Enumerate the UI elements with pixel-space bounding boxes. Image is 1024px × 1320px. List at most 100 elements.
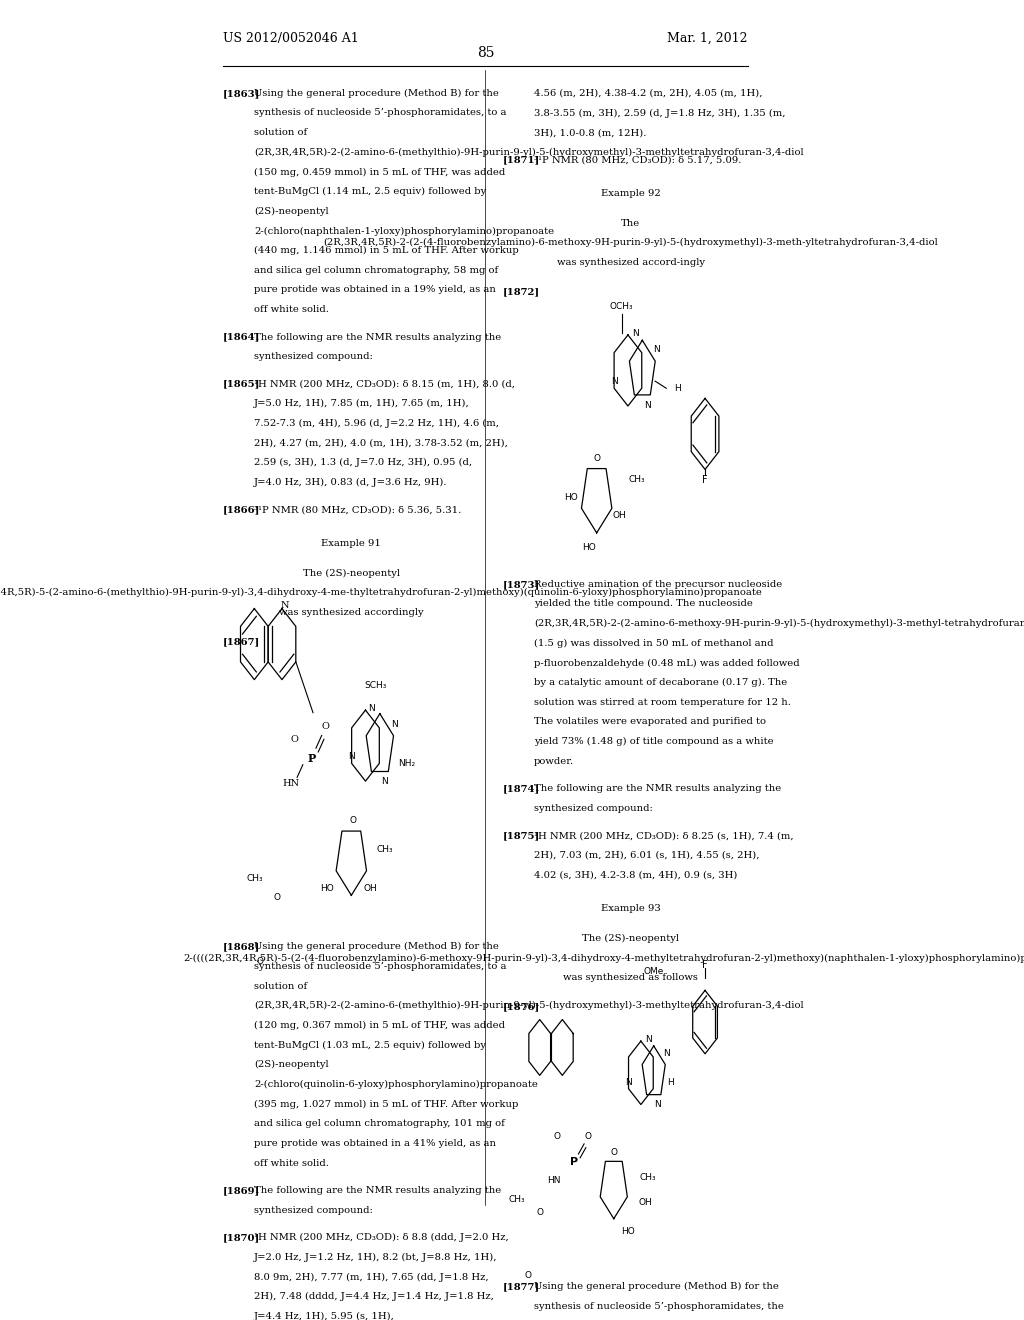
Text: O: O	[257, 957, 263, 966]
Text: [1868]: [1868]	[223, 942, 260, 952]
Text: 2H), 4.27 (m, 2H), 4.0 (m, 1H), 3.78-3.52 (m, 2H),: 2H), 4.27 (m, 2H), 4.0 (m, 1H), 3.78-3.5…	[254, 438, 508, 447]
Text: synthesized compound:: synthesized compound:	[254, 1205, 373, 1214]
Text: pure protide was obtained in a 19% yield, as an: pure protide was obtained in a 19% yield…	[254, 285, 497, 294]
Text: N: N	[348, 752, 354, 760]
Text: J=4.4 Hz, 1H), 5.95 (s, 1H),: J=4.4 Hz, 1H), 5.95 (s, 1H),	[254, 1312, 395, 1320]
Text: solution of: solution of	[254, 128, 307, 137]
Text: Example 91: Example 91	[322, 539, 381, 548]
Text: [1874]: [1874]	[503, 784, 540, 793]
Text: N: N	[626, 1078, 632, 1086]
Text: OCH₃: OCH₃	[609, 302, 634, 312]
Text: synthesized compound:: synthesized compound:	[534, 804, 652, 813]
Text: tent-BuMgCl (1.14 mL, 2.5 equiv) followed by: tent-BuMgCl (1.14 mL, 2.5 equiv) followe…	[254, 187, 486, 197]
Text: Using the general procedure (Method B) for the: Using the general procedure (Method B) f…	[254, 88, 500, 98]
Text: P: P	[569, 1156, 578, 1167]
Text: J=4.0 Hz, 3H), 0.83 (d, J=3.6 Hz, 9H).: J=4.0 Hz, 3H), 0.83 (d, J=3.6 Hz, 9H).	[254, 478, 447, 487]
Text: [1864]: [1864]	[223, 333, 260, 342]
Text: (395 mg, 1.027 mmol) in 5 mL of THF. After workup: (395 mg, 1.027 mmol) in 5 mL of THF. Aft…	[254, 1100, 519, 1109]
Text: O: O	[585, 1131, 592, 1140]
Text: 3.8-3.55 (m, 3H), 2.59 (d, J=1.8 Hz, 3H), 1.35 (m,: 3.8-3.55 (m, 3H), 2.59 (d, J=1.8 Hz, 3H)…	[534, 108, 785, 117]
Text: 2.59 (s, 3H), 1.3 (d, J=7.0 Hz, 3H), 0.95 (d,: 2.59 (s, 3H), 1.3 (d, J=7.0 Hz, 3H), 0.9…	[254, 458, 472, 467]
Text: N: N	[654, 1100, 662, 1109]
Text: N: N	[611, 376, 617, 385]
Text: pure protide was obtained in a 41% yield, as an: pure protide was obtained in a 41% yield…	[254, 1139, 497, 1148]
Text: The (2S)-neopentyl: The (2S)-neopentyl	[303, 569, 399, 578]
Text: 2-(chloro(naphthalen-1-yloxy)phosphorylamino)propanoate: 2-(chloro(naphthalen-1-yloxy)phosphoryla…	[254, 227, 554, 235]
Text: 4.56 (m, 2H), 4.38-4.2 (m, 2H), 4.05 (m, 1H),: 4.56 (m, 2H), 4.38-4.2 (m, 2H), 4.05 (m,…	[534, 88, 763, 98]
Text: off white solid.: off white solid.	[254, 305, 329, 314]
Text: synthesis of nucleoside 5’-phosphoramidates, to a: synthesis of nucleoside 5’-phosphoramida…	[254, 108, 507, 117]
Text: (2R,3R,4R,5R)-2-(2-amino-6-(methylthio)-9H-purin-9-yl)-5-(hydroxymethyl)-3-methy: (2R,3R,4R,5R)-2-(2-amino-6-(methylthio)-…	[254, 148, 804, 157]
Text: O: O	[593, 454, 600, 463]
Text: (2R,3R,4R,5R)-2-(2-amino-6-(methylthio)-9H-purin-9-yl)-5-(hydroxymethyl)-3-methy: (2R,3R,4R,5R)-2-(2-amino-6-(methylthio)-…	[254, 1002, 804, 1010]
Text: Using the general procedure (Method B) for the: Using the general procedure (Method B) f…	[534, 1282, 779, 1291]
Text: 4.02 (s, 3H), 4.2-3.8 (m, 4H), 0.9 (s, 3H): 4.02 (s, 3H), 4.2-3.8 (m, 4H), 0.9 (s, 3…	[534, 871, 737, 879]
Text: (150 mg, 0.459 mmol) in 5 mL of THF, was added: (150 mg, 0.459 mmol) in 5 mL of THF, was…	[254, 168, 506, 177]
Text: (2S)-neopentyl: (2S)-neopentyl	[254, 207, 329, 216]
Text: [1866]: [1866]	[223, 506, 260, 515]
Text: (440 mg, 1.146 mmol) in 5 mL of THF. After workup: (440 mg, 1.146 mmol) in 5 mL of THF. Aft…	[254, 246, 519, 255]
Text: N: N	[381, 776, 388, 785]
Text: HO: HO	[622, 1226, 635, 1236]
Text: (120 mg, 0.367 mmol) in 5 mL of THF, was added: (120 mg, 0.367 mmol) in 5 mL of THF, was…	[254, 1020, 505, 1030]
Text: 3H), 1.0-0.8 (m, 12H).: 3H), 1.0-0.8 (m, 12H).	[534, 128, 646, 137]
Text: CH₃: CH₃	[509, 1195, 525, 1204]
Text: [1875]: [1875]	[503, 832, 540, 841]
Text: The: The	[622, 219, 641, 227]
Text: [1863]: [1863]	[223, 88, 260, 98]
Text: 85: 85	[476, 46, 495, 61]
Text: Example 93: Example 93	[601, 904, 660, 913]
Text: ¹H NMR (200 MHz, CD₃OD): δ 8.8 (ddd, J=2.0 Hz,: ¹H NMR (200 MHz, CD₃OD): δ 8.8 (ddd, J=2…	[254, 1233, 509, 1242]
Text: P: P	[307, 752, 315, 764]
Text: and silica gel column chromatography, 58 mg of: and silica gel column chromatography, 58…	[254, 265, 499, 275]
Text: solution of: solution of	[254, 982, 307, 990]
Text: synthesis of nucleoside 5’-phosphoramidates, to a: synthesis of nucleoside 5’-phosphoramida…	[254, 962, 507, 972]
Text: tent-BuMgCl (1.03 mL, 2.5 equiv) followed by: tent-BuMgCl (1.03 mL, 2.5 equiv) followe…	[254, 1040, 486, 1049]
Text: ¹H NMR (200 MHz, CD₃OD): δ 8.15 (m, 1H), 8.0 (d,: ¹H NMR (200 MHz, CD₃OD): δ 8.15 (m, 1H),…	[254, 380, 515, 388]
Text: OH: OH	[364, 883, 378, 892]
Text: solution was stirred at room temperature for 12 h.: solution was stirred at room temperature…	[534, 698, 791, 706]
Text: [1870]: [1870]	[223, 1233, 260, 1242]
Text: N: N	[391, 719, 397, 729]
Text: by a catalytic amount of decaborane (0.17 g). The: by a catalytic amount of decaborane (0.1…	[534, 678, 787, 688]
Text: OH: OH	[638, 1199, 652, 1208]
Text: ¹H NMR (200 MHz, CD₃OD): δ 8.25 (s, 1H), 7.4 (m,: ¹H NMR (200 MHz, CD₃OD): δ 8.25 (s, 1H),…	[534, 832, 794, 841]
Text: N: N	[664, 1049, 670, 1059]
Text: O: O	[349, 816, 356, 825]
Text: 2H), 7.03 (m, 2H), 6.01 (s, 1H), 4.55 (s, 2H),: 2H), 7.03 (m, 2H), 6.01 (s, 1H), 4.55 (s…	[534, 851, 760, 859]
Text: OH: OH	[612, 511, 626, 520]
Text: O: O	[610, 1147, 617, 1156]
Text: The volatiles were evaporated and purified to: The volatiles were evaporated and purifi…	[534, 718, 766, 726]
Text: CH₃: CH₃	[377, 845, 393, 854]
Text: CH₃: CH₃	[246, 874, 262, 883]
Text: 2-((((2R,3R,4R,5R)-5-(2-(4-fluorobenzylamino)-6-methoxy-9H-purin-9-yl)-3,4-dihyd: 2-((((2R,3R,4R,5R)-5-(2-(4-fluorobenzyla…	[183, 953, 1024, 962]
Text: O: O	[322, 722, 330, 731]
Text: F: F	[702, 960, 708, 970]
Text: 7.52-7.3 (m, 4H), 5.96 (d, J=2.2 Hz, 1H), 4.6 (m,: 7.52-7.3 (m, 4H), 5.96 (d, J=2.2 Hz, 1H)…	[254, 418, 500, 428]
Text: (2R,3R,4R,5R)-2-(2-amino-6-methoxy-9H-purin-9-yl)-5-(hydroxymethyl)-3-methyl-tet: (2R,3R,4R,5R)-2-(2-amino-6-methoxy-9H-pu…	[534, 619, 1024, 628]
Text: HO: HO	[321, 883, 334, 892]
Text: The following are the NMR results analyzing the: The following are the NMR results analyz…	[254, 333, 502, 342]
Text: N: N	[653, 345, 660, 354]
Text: HN: HN	[547, 1176, 560, 1185]
Text: CH₃: CH₃	[629, 475, 645, 484]
Text: was synthesized as follows: was synthesized as follows	[563, 973, 698, 982]
Text: OMe: OMe	[643, 966, 664, 975]
Text: [1867]: [1867]	[223, 638, 260, 647]
Text: Mar. 1, 2012: Mar. 1, 2012	[668, 32, 748, 45]
Text: H: H	[668, 1078, 674, 1086]
Text: O: O	[553, 1131, 560, 1140]
Text: [1869]: [1869]	[223, 1185, 260, 1195]
Text: [1876]: [1876]	[503, 1002, 540, 1011]
Text: The (2S)-neopentyl: The (2S)-neopentyl	[583, 933, 679, 942]
Text: ³¹P NMR (80 MHz, CD₃OD): δ 5.36, 5.31.: ³¹P NMR (80 MHz, CD₃OD): δ 5.36, 5.31.	[254, 506, 462, 515]
Text: synthesis of nucleoside 5’-phosphoramidates, the: synthesis of nucleoside 5’-phosphoramida…	[534, 1302, 783, 1311]
Text: 2-(chloro(quinolin-6-yloxy)phosphorylamino)propanoate: 2-(chloro(quinolin-6-yloxy)phosphorylami…	[254, 1080, 539, 1089]
Text: and silica gel column chromatography, 101 mg of: and silica gel column chromatography, 10…	[254, 1119, 505, 1129]
Text: ³¹P NMR (80 MHz, CD₃OD): δ 5.17, 5.09.: ³¹P NMR (80 MHz, CD₃OD): δ 5.17, 5.09.	[534, 156, 741, 165]
Text: Using the general procedure (Method B) for the: Using the general procedure (Method B) f…	[254, 942, 500, 952]
Text: yield 73% (1.48 g) of title compound as a white: yield 73% (1.48 g) of title compound as …	[534, 737, 773, 746]
Text: off white solid.: off white solid.	[254, 1159, 329, 1168]
Text: H: H	[675, 384, 681, 393]
Text: The following are the NMR results analyzing the: The following are the NMR results analyz…	[534, 784, 781, 793]
